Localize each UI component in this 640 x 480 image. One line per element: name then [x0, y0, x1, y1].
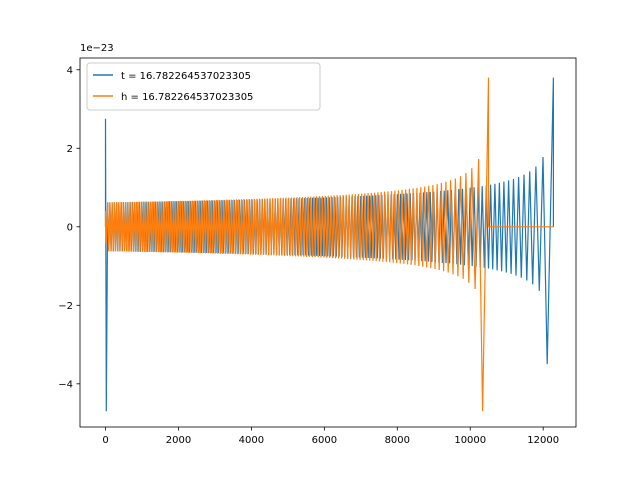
x-tick-label: 8000: [385, 435, 410, 446]
x-tick-label: 12000: [527, 435, 559, 446]
plot-frame: [79, 57, 577, 428]
y-tick-label: 0: [67, 222, 73, 233]
series-2-line: [104, 77, 554, 412]
y-tick-label: 4: [67, 65, 73, 76]
series-2-path: [104, 77, 554, 412]
axes: 0 2000 4000 6000 8000 10000 12000 −4 −2 0 2 4: [58, 57, 577, 446]
legend: t = 16.782264537023305 h = 16.78226453702…: [86, 62, 321, 111]
x-tick-label: 4000: [239, 435, 264, 446]
legend-box: [86, 62, 321, 111]
y-tick-label: −4: [58, 379, 73, 390]
x-tick-label: 6000: [312, 435, 337, 446]
y-tick-label: −2: [58, 301, 73, 312]
legend-label: h = 16.782264537023305: [121, 92, 253, 103]
x-tick-label: 0: [102, 435, 108, 446]
plot-area: [104, 77, 554, 412]
y-tick-label: 2: [67, 144, 73, 155]
x-tick-label: 2000: [166, 435, 191, 446]
legend-label: t = 16.782264537023305: [121, 71, 251, 82]
y-axis-offset-text: 1e−23: [80, 43, 114, 54]
x-tick-label: 10000: [454, 435, 486, 446]
